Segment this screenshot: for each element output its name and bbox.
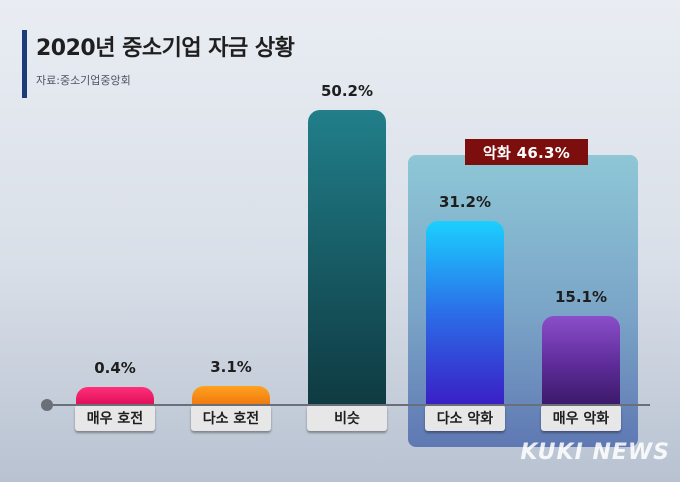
bar-2 bbox=[192, 386, 270, 404]
value-label-2: 3.1% bbox=[210, 358, 252, 376]
value-label-5: 15.1% bbox=[554, 288, 608, 306]
bar-1 bbox=[76, 387, 154, 404]
value-label-1: 0.4% bbox=[94, 359, 136, 377]
worsened-total-badge: 악화 46.3% bbox=[465, 139, 588, 165]
category-label-2: 다소 호전 bbox=[191, 405, 271, 431]
x-axis-line bbox=[46, 404, 650, 406]
category-label-4: 다소 악화 bbox=[425, 405, 505, 431]
bar-5 bbox=[542, 316, 620, 404]
title-accent-bar bbox=[22, 30, 27, 98]
category-label-5: 매우 악화 bbox=[541, 405, 621, 431]
value-label-3: 50.2% bbox=[320, 82, 374, 100]
bar-3 bbox=[308, 110, 386, 404]
category-label-1: 매우 호전 bbox=[75, 405, 155, 431]
watermark: KUKI NEWS bbox=[520, 440, 670, 465]
value-label-4: 31.2% bbox=[438, 193, 492, 211]
category-label-3: 비슷 bbox=[307, 405, 387, 431]
source-note: 자료:중소기업중앙회 bbox=[36, 74, 131, 87]
bar-4 bbox=[426, 221, 504, 404]
x-axis-origin-dot bbox=[41, 399, 53, 411]
chart-title: 2020년 중소기업 자금 상황 bbox=[36, 36, 295, 61]
